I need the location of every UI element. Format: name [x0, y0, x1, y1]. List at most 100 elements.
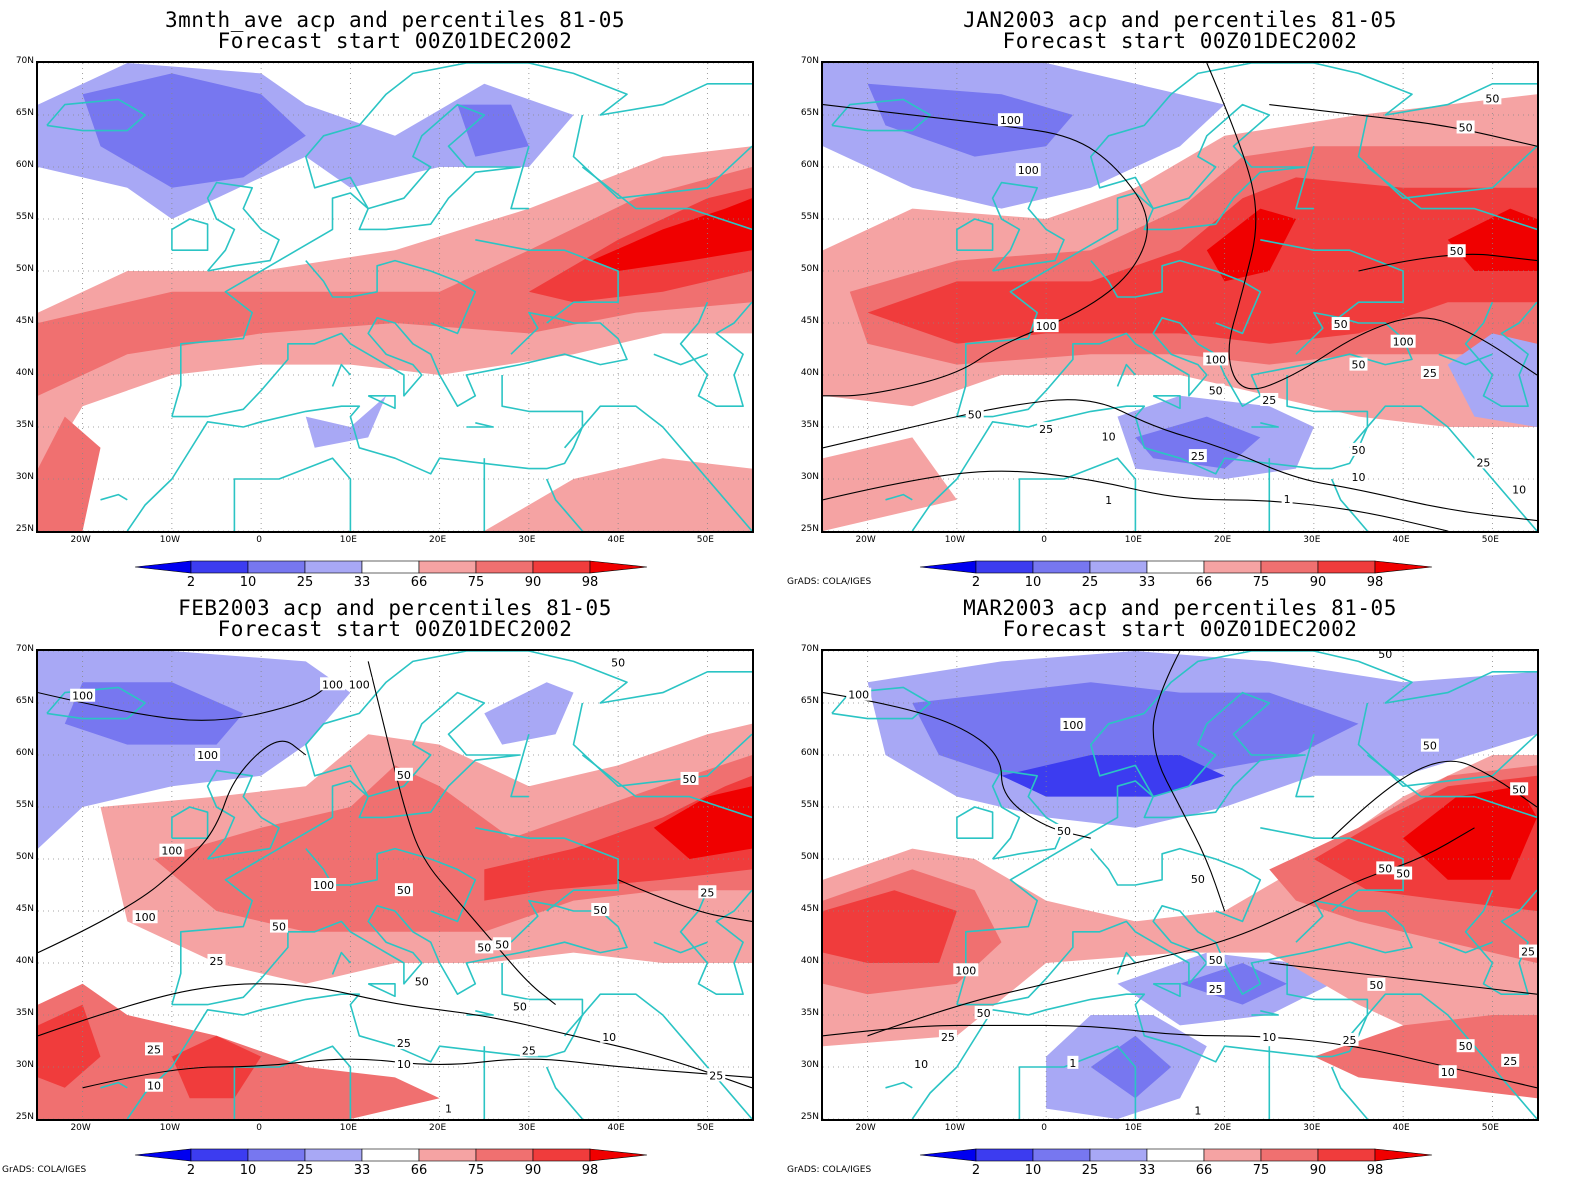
- colorbar-label: 98: [581, 575, 599, 590]
- coastline: [1295, 733, 1315, 798]
- colorbar-swatch: [361, 1148, 420, 1162]
- map-canvas: [38, 63, 752, 531]
- lat-tick-label: 50N: [15, 852, 34, 862]
- coastline: [545, 1066, 584, 1119]
- coastline: [331, 951, 352, 975]
- colorbar-swatch: [1032, 1148, 1091, 1162]
- colorbar-swatch: [361, 560, 420, 574]
- contour-label-bg: [1390, 334, 1416, 348]
- contour-label-bg: [997, 113, 1023, 127]
- contour-label-bg: [1192, 1103, 1204, 1117]
- contour-label: 1: [1105, 494, 1112, 507]
- colorbar-label: 98: [1366, 1163, 1384, 1178]
- contour-line: [1269, 962, 1537, 995]
- map-frame: 100 100 100 100 100 100 100 50 25 50 50 50 50 50 50 50 5…: [36, 649, 754, 1121]
- lat-tick-label: 45N: [15, 904, 34, 914]
- contour-label-bg: [394, 1056, 413, 1070]
- contour-line: [823, 470, 1448, 531]
- coastline: [100, 493, 128, 501]
- coastline: [1090, 847, 1262, 923]
- lat-tick-label: 55N: [15, 800, 34, 810]
- colorbar-label: 90: [524, 575, 542, 590]
- contour-label: 25: [709, 1069, 723, 1082]
- panel-title-line2: Forecast start 00Z01DEC2002: [217, 617, 573, 641]
- contour-label-bg: [1188, 449, 1207, 463]
- colorbar-swatch: [589, 560, 648, 574]
- coastline: [956, 899, 1413, 1006]
- lon-tick-label: 10W: [944, 535, 966, 545]
- coastline: [171, 806, 209, 839]
- coastline: [885, 493, 913, 501]
- contour-label: 50: [1352, 359, 1366, 372]
- lon-tick-label: 30E: [518, 535, 536, 545]
- lon-tick-label: 10E: [1124, 535, 1142, 545]
- coastline: [475, 827, 619, 912]
- coastline: [1152, 394, 1181, 410]
- contour-line: [38, 681, 333, 721]
- colorbar-swatch: [247, 1148, 306, 1162]
- contour-label-bg: [519, 1043, 538, 1057]
- lat-tick-label: 60N: [800, 748, 819, 758]
- contour-label: 100: [322, 678, 343, 691]
- lat-tick-label: 55N: [15, 212, 34, 222]
- contour-label: 50: [477, 941, 491, 954]
- colorbar-label: 66: [410, 1163, 428, 1178]
- contour-label: 25: [1423, 367, 1437, 380]
- contour-label-bg: [1060, 717, 1086, 731]
- map-panel-3: FEB2003 acp and percentiles 81-05 Foreca…: [0, 588, 790, 1186]
- contour-label: 100: [72, 690, 93, 703]
- percentile-shading-33: [484, 682, 574, 745]
- colorbar-swatch: [1260, 1148, 1319, 1162]
- colorbar-label: 90: [524, 1163, 542, 1178]
- contour-label-bg: [145, 1042, 164, 1056]
- colorbar-label: 75: [467, 1163, 485, 1178]
- coastline: [911, 963, 1369, 1119]
- colorbar-swatch: [1203, 1148, 1262, 1162]
- contour-line: [1358, 253, 1537, 272]
- lat-tick-label: 55N: [800, 800, 819, 810]
- panel-title-line2: Forecast start 00Z01DEC2002: [217, 29, 573, 53]
- percentile-shading-25: [867, 83, 1073, 157]
- lat-tick-label: 65N: [15, 696, 34, 706]
- coastline: [1251, 1010, 1280, 1016]
- lat-tick-label: 55N: [800, 212, 819, 222]
- contour-label: 50: [977, 1007, 991, 1020]
- contour-label-bg: [70, 688, 96, 702]
- coastline: [572, 114, 752, 199]
- lat-tick-label: 30N: [15, 1060, 34, 1070]
- lat-tick-label: 60N: [15, 160, 34, 170]
- panel-title-line1: JAN2003 acp and percentiles 81-05: [963, 8, 1397, 32]
- lat-tick-label: 30N: [800, 472, 819, 482]
- lat-tick-label: 35N: [15, 1008, 34, 1018]
- contour-label: 1: [1194, 1105, 1201, 1118]
- contour-label: 10: [397, 1058, 411, 1071]
- contour-label-bg: [1188, 871, 1207, 885]
- contour-label-bg: [443, 1101, 455, 1115]
- lat-tick-label: 70N: [800, 644, 819, 654]
- contour-label-bg: [1349, 357, 1368, 371]
- colorbar-label: 33: [1138, 1163, 1156, 1178]
- contour-label-bg: [1054, 823, 1073, 837]
- colorbar-swatch: [1260, 560, 1319, 574]
- panel-title-line1: FEB2003 acp and percentiles 81-05: [178, 596, 612, 620]
- grads-credit: GrADS: COLA/IGES: [787, 1165, 872, 1175]
- contour-label-bg: [1367, 977, 1386, 991]
- coastline: [956, 806, 994, 839]
- contour-label: 100: [349, 678, 370, 691]
- contour-label: 10: [1441, 1066, 1455, 1079]
- contour-label: 50: [683, 773, 697, 786]
- colorbar-swatch: [1146, 560, 1205, 574]
- lat-tick-label: 35N: [15, 420, 34, 430]
- percentile-shading-90: [823, 890, 957, 963]
- contour-label: 50: [968, 409, 982, 422]
- contour-label: 1: [1284, 493, 1291, 506]
- colorbar-label: 66: [410, 575, 428, 590]
- lon-tick-label: 20W: [70, 535, 91, 545]
- percentile-shading-90: [484, 775, 752, 901]
- contour-line: [1206, 63, 1537, 390]
- contour-label-bg: [953, 963, 979, 977]
- colorbar-label: 10: [1024, 1163, 1042, 1178]
- contour-label: 50: [1423, 740, 1437, 753]
- contour-label-bg: [1281, 491, 1293, 505]
- contour-line: [367, 661, 556, 1006]
